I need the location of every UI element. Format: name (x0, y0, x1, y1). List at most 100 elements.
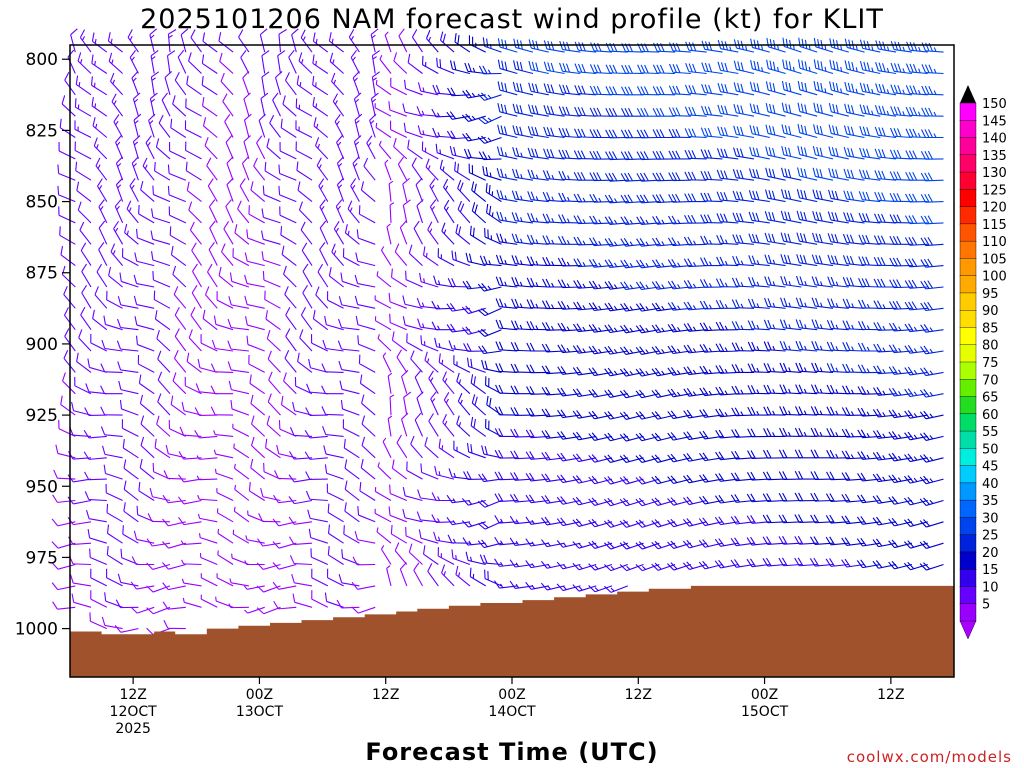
wind-barb (92, 309, 108, 331)
wind-barb (764, 297, 786, 309)
wind-barb (342, 419, 360, 437)
wind-barb (116, 340, 139, 352)
wind-barb (310, 548, 329, 566)
wind-barb (234, 484, 250, 501)
wind-barb (101, 339, 123, 352)
wind-barb (354, 274, 376, 288)
wind-barb (443, 392, 455, 416)
wind-barb (486, 395, 502, 416)
wind-barb (920, 258, 944, 268)
wind-barb (588, 540, 613, 549)
wind-barb (573, 171, 597, 181)
wind-barb (540, 582, 565, 591)
wind-barb (324, 315, 344, 331)
wind-barb (336, 156, 345, 181)
colorbar-swatch (959, 569, 977, 588)
wind-barb (137, 354, 155, 373)
x-tick-label: 12Z (119, 687, 146, 703)
wind-barb (588, 345, 613, 355)
colorbar-swatch (959, 154, 977, 173)
colorbar-swatch (959, 413, 977, 432)
wind-barb (356, 229, 376, 245)
chart-title: 2025101206 NAM forecast wind profile (kt… (140, 4, 884, 35)
wind-barb (388, 101, 407, 117)
wind-barb (278, 420, 297, 437)
wind-barb (358, 205, 376, 224)
wind-barb (285, 328, 297, 352)
colorbar-swatch (959, 482, 977, 501)
wind-barb (239, 178, 250, 202)
wind-barb (442, 371, 455, 395)
wind-barb (874, 213, 897, 224)
wind-barb (604, 324, 628, 334)
wind-barb (456, 372, 471, 395)
wind-barb (496, 168, 518, 181)
wind-barb (858, 278, 881, 288)
wind-barb (403, 391, 412, 416)
wind-barb (652, 64, 676, 75)
wind-barb (296, 161, 313, 181)
x-tick-label: 13OCT (236, 704, 284, 720)
wind-barb (906, 41, 928, 53)
wind-barb (888, 431, 912, 440)
wind-barb (889, 214, 912, 224)
wind-barb (588, 475, 613, 485)
wind-barb (197, 358, 218, 373)
wind-barb (207, 178, 218, 202)
wind-barb (281, 245, 297, 267)
wind-barb (327, 546, 344, 565)
wind-barb (91, 54, 108, 74)
wind-barb (651, 454, 676, 463)
wind-barb (875, 40, 897, 53)
wind-barb (858, 212, 881, 224)
wind-barb (243, 92, 251, 117)
wind-barb (859, 125, 881, 139)
wind-barb (361, 394, 376, 416)
wind-barb (604, 389, 628, 398)
wind-barb (322, 339, 344, 352)
wind-barb (810, 406, 834, 416)
wind-barb (651, 281, 676, 290)
wind-barb (189, 221, 202, 245)
wind-barb (525, 538, 549, 547)
wind-barb (872, 560, 897, 569)
wind-barb (297, 181, 313, 203)
wind-barb (453, 355, 471, 373)
wind-barb (619, 346, 644, 355)
wind-barb (541, 516, 565, 526)
wind-barb (401, 412, 409, 437)
wind-barb (811, 319, 834, 331)
wind-barb (315, 286, 329, 309)
wind-barb (178, 474, 202, 483)
wind-barb (211, 339, 234, 352)
wind-barb (327, 291, 344, 309)
x-axis-title: Forecast Time (UTC) (365, 738, 658, 766)
wind-barb (511, 212, 534, 224)
wind-barb (463, 471, 486, 480)
wind-barb (794, 449, 818, 459)
wind-barb (51, 518, 76, 527)
wind-barb (75, 161, 92, 181)
wind-barb (170, 118, 187, 138)
wind-barb (84, 471, 107, 481)
wind-barb (260, 487, 281, 502)
wind-barb (439, 159, 455, 181)
wind-barb (683, 301, 707, 311)
wind-barb (605, 64, 628, 75)
wind-barb (124, 223, 139, 245)
wind-barb (194, 430, 218, 439)
wind-barb (619, 454, 644, 463)
wind-barb (122, 439, 139, 459)
wind-barb (261, 50, 270, 74)
wind-barb (747, 341, 770, 352)
wind-barb (683, 388, 707, 397)
wind-barb (749, 146, 770, 160)
wind-barb (257, 538, 281, 547)
wind-barb (700, 192, 723, 203)
wind-barb (827, 254, 849, 267)
colorbar-label: 10 (982, 580, 999, 595)
wind-barb (731, 342, 755, 352)
wind-barb (213, 430, 234, 437)
wind-barb (780, 297, 802, 309)
wind-barb (224, 114, 234, 138)
